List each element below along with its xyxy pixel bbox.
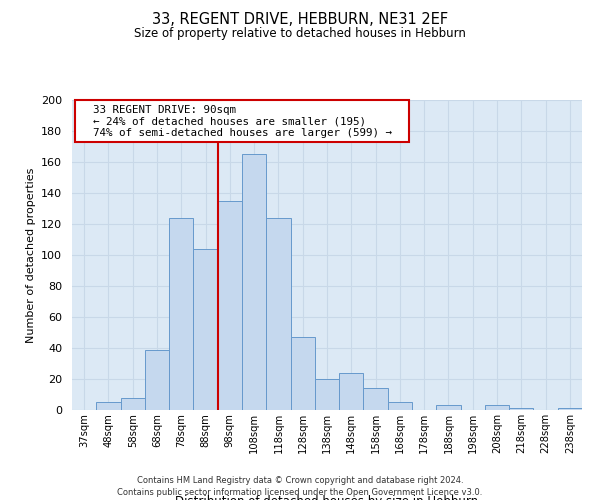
Bar (388, 402, 412, 410)
Bar (169, 218, 193, 410)
Text: 33, REGENT DRIVE, HEBBURN, NE31 2EF: 33, REGENT DRIVE, HEBBURN, NE31 2EF (152, 12, 448, 28)
Bar (290, 337, 315, 410)
Text: 33 REGENT DRIVE: 90sqm
  ← 24% of detached houses are smaller (195)
  74% of sem: 33 REGENT DRIVE: 90sqm ← 24% of detached… (80, 104, 404, 138)
X-axis label: Distribution of detached houses by size in Hebburn: Distribution of detached houses by size … (175, 494, 479, 500)
Text: Contains public sector information licensed under the Open Government Licence v3: Contains public sector information licen… (118, 488, 482, 497)
Y-axis label: Number of detached properties: Number of detached properties (26, 168, 35, 342)
Bar (364, 388, 388, 410)
Bar (485, 406, 509, 410)
Bar (96, 402, 121, 410)
Bar (436, 406, 461, 410)
Bar (509, 408, 533, 410)
Bar (218, 200, 242, 410)
Bar (266, 218, 290, 410)
Bar (145, 350, 169, 410)
Bar (193, 249, 218, 410)
Bar (339, 373, 364, 410)
Text: Contains HM Land Registry data © Crown copyright and database right 2024.: Contains HM Land Registry data © Crown c… (137, 476, 463, 485)
Bar (242, 154, 266, 410)
Bar (315, 379, 339, 410)
Bar (558, 408, 582, 410)
Bar (121, 398, 145, 410)
Text: Size of property relative to detached houses in Hebburn: Size of property relative to detached ho… (134, 28, 466, 40)
